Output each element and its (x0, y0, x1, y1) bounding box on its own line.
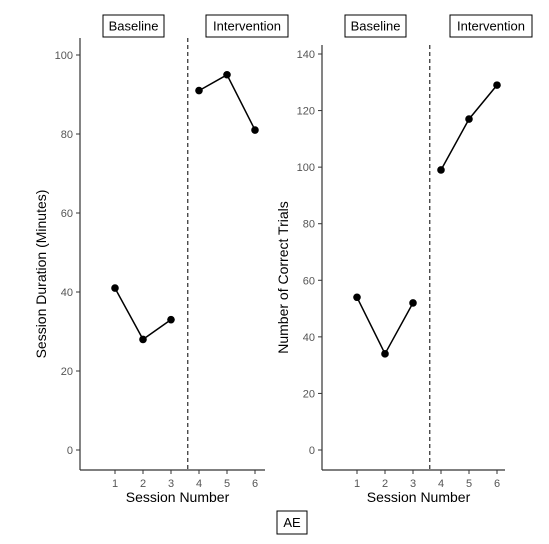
y-tick-label: 0 (67, 445, 73, 457)
chart-panel-2: 0 20 40 60 80 100 120 140 1 2 3 4 5 6 Baseline Interven… (275, 14, 533, 505)
x-axis-title: Session Number (367, 489, 471, 505)
phase-label-box (344, 14, 407, 38)
data-point (195, 86, 203, 95)
y-tick-label: 60 (303, 275, 315, 287)
y-tick-label: 60 (61, 208, 73, 220)
phase-label-box (205, 14, 289, 38)
y-tick-label: 100 (297, 162, 315, 174)
x-tick-label: 4 (438, 478, 444, 490)
data-point (223, 70, 231, 79)
data-point (251, 126, 259, 134)
x-tick-label: 5 (224, 478, 230, 490)
x-tick-label: 3 (410, 478, 416, 490)
data-point (409, 299, 417, 307)
y-axis-title: Number of Correct Trials (275, 201, 291, 353)
series-line-baseline (114, 287, 172, 341)
x-tick-label: 2 (382, 478, 388, 490)
y-tick-label: 100 (55, 50, 73, 62)
x-tick-label: 5 (466, 478, 472, 490)
x-tick-label: 1 (112, 478, 118, 490)
x-axis-title: Session Number (126, 489, 230, 505)
y-tick-label: 0 (309, 445, 315, 457)
x-tick-label: 6 (252, 478, 258, 490)
phase-label: Baseline (351, 19, 401, 34)
y-tick-label: 20 (303, 388, 315, 400)
x-tick-label: 6 (494, 478, 500, 490)
phase-label-box (449, 14, 533, 38)
x-tick-label: 3 (168, 478, 174, 490)
caption-label: AE (283, 515, 301, 530)
y-axis-title: Session Duration (Minutes) (33, 190, 49, 359)
phase-label: Intervention (457, 19, 525, 34)
data-point (353, 293, 361, 302)
data-point (493, 81, 501, 89)
y-tick-label: 120 (297, 106, 315, 118)
data-point (437, 166, 445, 174)
data-point (111, 284, 119, 292)
caption-box (276, 510, 308, 535)
data-point (139, 335, 147, 344)
data-point (167, 315, 175, 324)
phase-label: Intervention (213, 19, 281, 34)
data-point (465, 115, 473, 123)
y-tick-label: 140 (297, 49, 315, 61)
x-tick-label: 4 (196, 478, 202, 490)
y-tick-label: 20 (61, 366, 73, 378)
chart-panel-1: 0 20 40 60 80 100 1 2 3 4 5 6 Baseline Intervention Se… (33, 14, 289, 505)
series-line-baseline (356, 296, 414, 356)
series-line-intervention (440, 84, 498, 171)
data-point (381, 350, 389, 358)
x-tick-label: 1 (354, 478, 360, 490)
y-tick-label: 40 (303, 332, 315, 344)
phase-label: Baseline (109, 19, 159, 34)
y-tick-label: 80 (61, 129, 73, 141)
series-line-intervention (198, 73, 256, 131)
x-tick-label: 2 (140, 478, 146, 490)
y-tick-label: 40 (61, 287, 73, 299)
phase-label-box (102, 14, 165, 38)
y-tick-label: 80 (303, 219, 315, 231)
